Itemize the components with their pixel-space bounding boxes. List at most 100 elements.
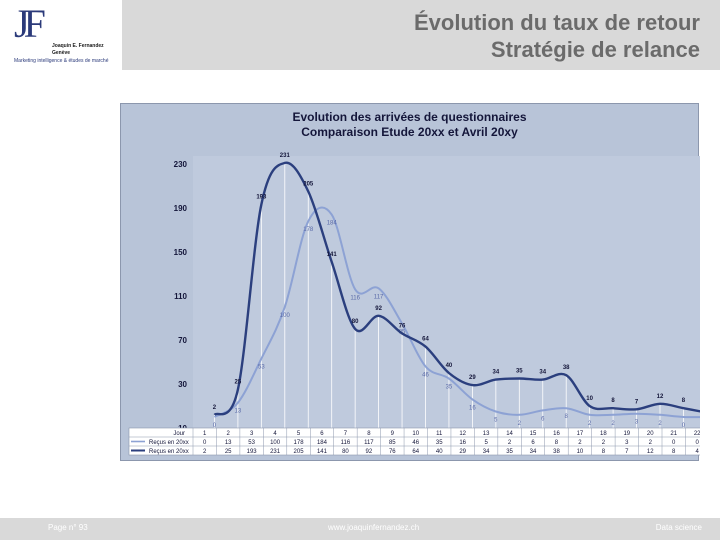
table-cell: 0 <box>203 440 207 446</box>
chart-title-line2: Comparaison Etude 20xx et Avril 20xy <box>301 125 518 139</box>
table-cell: 7 <box>625 449 629 455</box>
data-label-series-2: 64 <box>422 337 429 343</box>
table-cell: 2 <box>649 440 653 446</box>
data-label-series-2: 12 <box>657 394 664 400</box>
table-day-label: 15 <box>530 431 537 437</box>
table-cell: 34 <box>483 449 490 455</box>
data-label-series-2: 8 <box>611 398 615 404</box>
data-label-series-2: 76 <box>399 323 406 329</box>
plot-area <box>193 156 700 428</box>
data-label-series-2: 25 <box>235 380 242 386</box>
table-day-label: 20 <box>647 431 654 437</box>
table-cell: 35 <box>506 449 513 455</box>
data-label-series-1: 0 <box>213 423 217 429</box>
data-label-series-2: 8 <box>682 398 686 404</box>
table-cell: 92 <box>366 449 373 455</box>
table-cell: 34 <box>530 449 537 455</box>
table-day-label: 6 <box>320 431 324 437</box>
table-day-label: 9 <box>391 431 395 437</box>
y-tick-label: 70 <box>178 336 187 345</box>
table-cell: 16 <box>459 440 466 446</box>
y-tick-label: 30 <box>178 380 187 389</box>
table-day-label: 21 <box>670 431 677 437</box>
table-day-label: 4 <box>273 431 277 437</box>
table-cell: 80 <box>342 449 349 455</box>
table-cell: 8 <box>555 440 559 446</box>
table-day-label: 13 <box>483 431 490 437</box>
table-cell: 46 <box>412 440 419 446</box>
table-day-label: 11 <box>436 431 443 437</box>
table-cell: 141 <box>317 449 328 455</box>
table-cell: 85 <box>389 440 396 446</box>
header-band <box>122 0 720 70</box>
table-cell: 25 <box>225 449 232 455</box>
data-label-series-1: 8 <box>565 414 569 420</box>
table-header-jour: Jour <box>173 431 185 437</box>
y-tick-label: 190 <box>174 204 188 213</box>
data-label-series-2: 2 <box>213 405 217 411</box>
table-day-label: 3 <box>250 431 254 437</box>
table-day-label: 2 <box>227 431 231 437</box>
table-day-label: 16 <box>553 431 560 437</box>
data-label-series-2: 10 <box>586 396 593 402</box>
series-line-2 <box>213 161 700 416</box>
data-label-series-1: 178 <box>303 227 314 233</box>
data-label-series-1: 2 <box>611 421 615 427</box>
table-cell: 8 <box>672 449 676 455</box>
table-cell: 53 <box>248 440 255 446</box>
y-tick-label: 110 <box>174 292 187 301</box>
table-day-label: 8 <box>367 431 371 437</box>
logo-letters: JF <box>14 1 46 46</box>
table-cell: 76 <box>389 449 396 455</box>
chart-title-line1: Evolution des arrivées de questionnaires <box>292 110 527 124</box>
table-cell: 6 <box>531 440 535 446</box>
table-day-label: 14 <box>506 431 513 437</box>
data-label-series-1: 3 <box>635 420 639 426</box>
table-cell: 10 <box>577 449 584 455</box>
table-cell: 178 <box>294 440 305 446</box>
data-label-series-2: 7 <box>635 399 639 405</box>
table-cell: 29 <box>459 449 466 455</box>
y-tick-label: 230 <box>174 160 188 169</box>
slide-title-line1: Évolution du taux de retour <box>413 10 700 35</box>
table-cell: 0 <box>696 440 700 446</box>
table-cell: 2 <box>602 440 606 446</box>
table-day-label: 5 <box>297 431 301 437</box>
table-cell: 12 <box>647 449 654 455</box>
table-day-label: 19 <box>623 431 630 437</box>
data-label-series-2: 34 <box>539 370 546 376</box>
data-label-series-2: 92 <box>375 306 382 312</box>
table-day-label: 18 <box>600 431 607 437</box>
table-cell: 2 <box>508 440 512 446</box>
series-line-1 <box>213 206 700 419</box>
table-cell: 3 <box>625 440 629 446</box>
data-label-series-2: 231 <box>280 153 291 159</box>
y-tick-label: 150 <box>174 248 188 257</box>
table-cell: 2 <box>203 449 207 455</box>
data-label-series-1: 46 <box>422 372 429 378</box>
legend-label-1: Reçus en 20xx <box>149 440 189 446</box>
table-cell: 40 <box>436 449 443 455</box>
table-day-label: 7 <box>344 431 348 437</box>
table-cell: 117 <box>364 440 374 446</box>
data-label-series-1: 2 <box>518 421 522 427</box>
table-cell: 2 <box>578 440 582 446</box>
data-label-series-2: 141 <box>327 252 338 258</box>
table-cell: 193 <box>247 449 258 455</box>
table-day-label: 1 <box>203 431 207 437</box>
table-cell: 205 <box>294 449 305 455</box>
table-cell: 8 <box>602 449 606 455</box>
table-cell: 38 <box>553 449 560 455</box>
table-day-label: 12 <box>459 431 466 437</box>
data-label-series-1: 5 <box>494 418 498 424</box>
footer-website: www.joaquinfernandez.ch <box>328 523 420 532</box>
table-cell: 13 <box>225 440 232 446</box>
table-day-label: 17 <box>577 431 584 437</box>
logo-tagline: Marketing intelligence & études de march… <box>14 58 109 64</box>
footer-bar: Page n° 93 www.joaquinfernandez.ch Data … <box>0 518 720 540</box>
data-label-series-1: 53 <box>258 365 265 371</box>
data-label-series-2: 34 <box>493 370 500 376</box>
data-label-series-1: 2 <box>658 421 662 427</box>
table-cell: 35 <box>436 440 443 446</box>
table-cell: 64 <box>412 449 419 455</box>
